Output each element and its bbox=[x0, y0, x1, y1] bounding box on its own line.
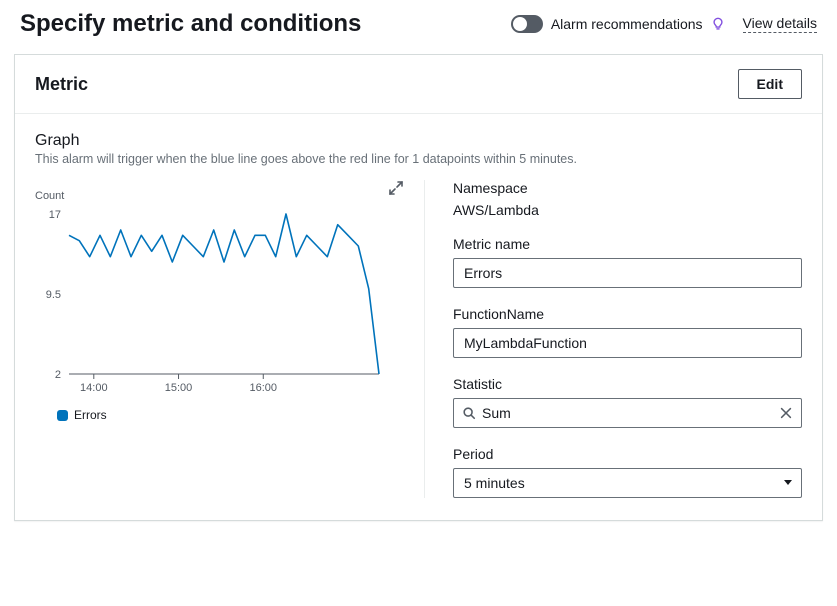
metric-chart: 17 9.5 2 14:00 15:00 16:00 bbox=[35, 208, 385, 398]
legend-label: Errors bbox=[74, 408, 107, 422]
namespace-value: AWS/Lambda bbox=[453, 202, 802, 218]
edit-button[interactable]: Edit bbox=[738, 69, 802, 99]
period-value: 5 minutes bbox=[453, 468, 802, 498]
alarm-recommendations-toggle-group: Alarm recommendations bbox=[511, 15, 725, 33]
form-column: Namespace AWS/Lambda Metric name Functio… bbox=[425, 180, 802, 498]
svg-text:9.5: 9.5 bbox=[46, 289, 61, 301]
namespace-label: Namespace bbox=[453, 180, 802, 196]
toggle-knob bbox=[513, 17, 527, 31]
function-name-label: FunctionName bbox=[453, 306, 802, 322]
alarm-recommendations-label: Alarm recommendations bbox=[551, 16, 703, 32]
svg-text:15:00: 15:00 bbox=[165, 382, 193, 394]
graph-column: Count 17 9.5 2 14:00 15:00 16:00 Errors bbox=[35, 180, 425, 498]
statistic-input[interactable] bbox=[476, 399, 779, 427]
search-icon bbox=[462, 406, 476, 420]
svg-text:2: 2 bbox=[55, 369, 61, 381]
svg-text:16:00: 16:00 bbox=[250, 382, 278, 394]
chart-y-axis-label: Count bbox=[35, 190, 404, 202]
statistic-label: Statistic bbox=[453, 376, 802, 392]
metric-panel: Metric Edit Graph This alarm will trigge… bbox=[14, 54, 823, 521]
legend-swatch bbox=[57, 410, 68, 421]
page-title: Specify metric and conditions bbox=[20, 10, 361, 38]
svg-text:14:00: 14:00 bbox=[80, 382, 108, 394]
graph-heading: Graph bbox=[35, 132, 802, 150]
alarm-recommendations-toggle[interactable] bbox=[511, 15, 543, 33]
chart-legend: Errors bbox=[57, 408, 404, 422]
clear-icon[interactable] bbox=[779, 406, 793, 420]
page-header: Specify metric and conditions Alarm reco… bbox=[0, 0, 837, 54]
graph-subtitle: This alarm will trigger when the blue li… bbox=[35, 152, 802, 166]
function-name-input[interactable] bbox=[453, 328, 802, 358]
metric-name-label: Metric name bbox=[453, 236, 802, 252]
view-details-link[interactable]: View details bbox=[743, 15, 817, 33]
svg-text:17: 17 bbox=[49, 209, 61, 221]
header-actions: Alarm recommendations View details bbox=[511, 15, 817, 33]
statistic-combobox[interactable] bbox=[453, 398, 802, 428]
period-select[interactable]: 5 minutes bbox=[453, 468, 802, 498]
period-label: Period bbox=[453, 446, 802, 462]
panel-title: Metric bbox=[35, 74, 88, 95]
metric-name-input[interactable] bbox=[453, 258, 802, 288]
lightbulb-icon bbox=[711, 17, 725, 31]
panel-header: Metric Edit bbox=[15, 55, 822, 114]
